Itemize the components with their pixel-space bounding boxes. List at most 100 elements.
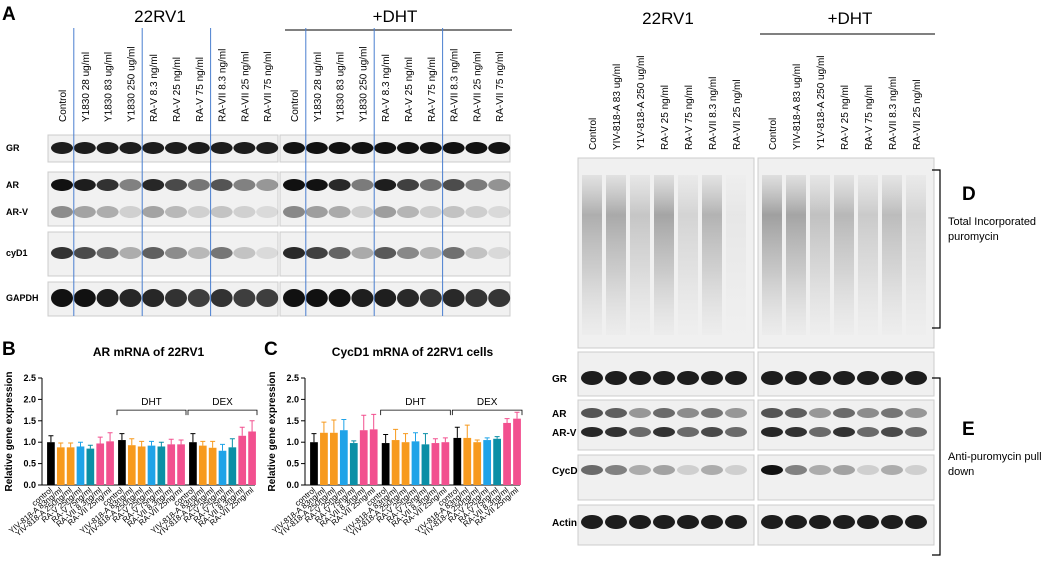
blot-band bbox=[283, 206, 305, 218]
blot-band bbox=[142, 247, 165, 259]
bar bbox=[401, 442, 410, 485]
blot-band bbox=[187, 289, 210, 307]
blot-band bbox=[165, 142, 187, 154]
blot-frame bbox=[757, 454, 935, 501]
blot-band bbox=[283, 179, 305, 191]
error-bar bbox=[249, 420, 255, 432]
error-bar bbox=[442, 437, 448, 443]
y-tick-label: 1.5 bbox=[23, 416, 36, 426]
blot-band bbox=[785, 515, 807, 529]
blot-band bbox=[488, 179, 511, 191]
blot-band bbox=[305, 179, 328, 191]
y-tick-label: 0.0 bbox=[23, 480, 36, 490]
puromycin-smear bbox=[906, 175, 926, 335]
lane-label: RA-VII 8.3 ng/ml bbox=[450, 49, 461, 122]
lane-label: Control bbox=[58, 90, 69, 122]
blot-band bbox=[165, 179, 187, 191]
lane-label: RA-V 75 ng/ml bbox=[195, 57, 206, 122]
blot-band bbox=[857, 427, 879, 437]
chart-title: AR mRNA of 22RV1 bbox=[93, 345, 205, 359]
lane-label: YIV-818-A 83 ug/ml bbox=[792, 64, 803, 150]
blot-band bbox=[857, 408, 879, 418]
bar bbox=[513, 418, 521, 485]
blot-band bbox=[187, 179, 210, 191]
blot-band bbox=[761, 465, 783, 475]
bar bbox=[56, 447, 65, 485]
bar bbox=[463, 437, 472, 485]
blot-band bbox=[581, 465, 603, 475]
bar bbox=[147, 445, 156, 485]
error-bar bbox=[139, 440, 145, 447]
panel-label: E bbox=[962, 419, 975, 440]
error-bar bbox=[129, 438, 135, 446]
panel-e-text: Anti-puromycin pull down bbox=[948, 451, 1042, 478]
blot-band bbox=[51, 289, 73, 307]
blot-band bbox=[465, 206, 488, 218]
lane-label: RA-V 8.3 ng/ml bbox=[149, 54, 160, 122]
puromycin-smear bbox=[882, 175, 902, 335]
bar bbox=[118, 440, 126, 485]
lane-label: Control bbox=[290, 90, 301, 122]
bracket bbox=[932, 377, 941, 556]
group-annotation: DHT bbox=[405, 397, 426, 408]
blot-band bbox=[701, 427, 723, 437]
blot-band bbox=[374, 206, 397, 218]
error-bar bbox=[484, 437, 490, 441]
bar bbox=[127, 445, 136, 485]
error-bar bbox=[168, 438, 174, 445]
error-bar bbox=[383, 433, 389, 444]
error-bar bbox=[210, 440, 216, 448]
bar bbox=[167, 444, 176, 485]
blot-band bbox=[419, 179, 442, 191]
error-bar bbox=[474, 439, 480, 443]
blot-band bbox=[605, 408, 627, 418]
bar bbox=[421, 444, 430, 485]
blot-band bbox=[653, 515, 675, 529]
lane-label: Y1V-818-A 250 ug/ml bbox=[636, 55, 647, 150]
error-bar bbox=[494, 436, 500, 439]
blot-band bbox=[833, 371, 855, 385]
error-bar bbox=[514, 411, 520, 419]
bar bbox=[177, 444, 185, 485]
blot-band bbox=[233, 247, 256, 259]
bar bbox=[349, 443, 358, 485]
blot-band bbox=[653, 371, 675, 385]
blot-band bbox=[465, 247, 488, 259]
panel-label: C bbox=[264, 339, 278, 360]
blot-band bbox=[397, 142, 419, 154]
blot-band bbox=[442, 289, 465, 307]
blot-band bbox=[581, 408, 603, 418]
error-bar bbox=[403, 433, 409, 443]
blot-band bbox=[51, 142, 73, 154]
lane-label: Y1V-818-A 250 ug/ml bbox=[816, 55, 827, 150]
bar bbox=[76, 446, 85, 485]
group-bracket bbox=[380, 409, 451, 416]
row-label: GAPDH bbox=[6, 293, 39, 303]
blot-band bbox=[605, 465, 627, 475]
blot-band bbox=[653, 408, 675, 418]
bar bbox=[157, 446, 166, 485]
blot-band bbox=[809, 427, 831, 437]
lane-label: Y1830 28 ug/ml bbox=[81, 52, 92, 122]
lane-label: Y1830 83 ug/ml bbox=[336, 52, 347, 122]
blot-band bbox=[283, 142, 305, 154]
blot-band bbox=[629, 465, 651, 475]
blot-band bbox=[374, 289, 397, 307]
lane-label: YIV-818-A 83 ug/ml bbox=[612, 64, 623, 150]
row-label: AR-V bbox=[6, 207, 28, 217]
blot-band bbox=[881, 427, 903, 437]
blot-band bbox=[905, 515, 927, 529]
y-tick-label: 1.5 bbox=[286, 416, 299, 426]
blot-band bbox=[328, 179, 351, 191]
blot-band bbox=[581, 427, 603, 437]
blot-band bbox=[210, 179, 233, 191]
blot-band bbox=[397, 206, 419, 218]
blot-band bbox=[905, 371, 927, 385]
blot-band bbox=[833, 465, 855, 475]
blot-band bbox=[328, 247, 351, 259]
error-bar bbox=[78, 441, 83, 447]
error-bar bbox=[107, 432, 113, 442]
blot-band bbox=[465, 179, 488, 191]
blot-band bbox=[881, 371, 903, 385]
blot-band bbox=[809, 515, 831, 529]
